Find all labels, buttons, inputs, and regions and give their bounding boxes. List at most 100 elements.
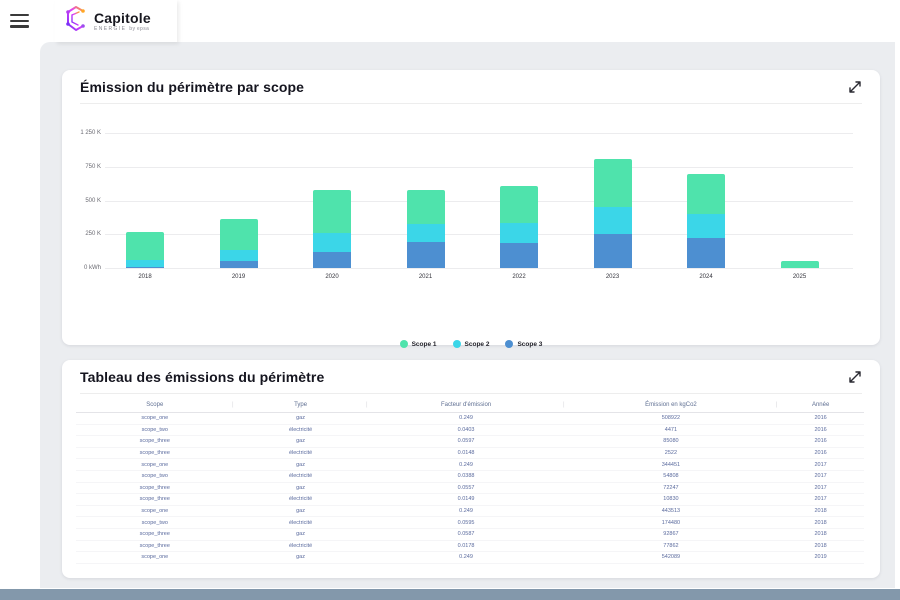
column-header-4[interactable]: Année xyxy=(811,402,830,408)
legend-item-scope-3[interactable]: Scope 3 xyxy=(505,340,542,348)
table-cell: électricité xyxy=(288,426,313,433)
bar-segment-scope-2[interactable] xyxy=(687,214,725,238)
capitole-logo-icon xyxy=(63,4,89,39)
column-header-3[interactable]: Émission en kgCo2 xyxy=(565,402,778,408)
gridline xyxy=(105,234,853,236)
x-axis-tick: 2025 xyxy=(792,274,807,280)
bar-segment-scope-1[interactable] xyxy=(219,218,258,251)
y-axis-tick: 500 K xyxy=(85,197,101,204)
bar-segment-scope-1[interactable] xyxy=(313,190,351,233)
table-cell: scope_one xyxy=(141,415,169,422)
bar-segment-scope-3[interactable] xyxy=(687,237,725,268)
bar-segment-scope-2[interactable] xyxy=(313,232,351,252)
expand-icon[interactable] xyxy=(848,370,862,384)
expand-icon[interactable] xyxy=(848,80,862,94)
table-row[interactable]: scope_three électricité 0.0149 10830 2017 xyxy=(76,494,864,506)
table-row[interactable]: scope_three gaz 0.0557 72247 2017 xyxy=(76,483,864,495)
bar-segment-scope-3[interactable] xyxy=(126,267,164,268)
bar-segment-scope-1[interactable] xyxy=(406,190,445,225)
table-row[interactable]: scope_two électricité 0.0388 54808 2017 xyxy=(76,471,864,483)
table-cell: 2017 xyxy=(814,461,827,468)
table-row[interactable]: scope_one gaz 0.249 542089 2019 xyxy=(76,552,864,564)
table-row[interactable]: scope_one gaz 0.249 344451 2017 xyxy=(76,459,864,471)
legend-dot xyxy=(399,340,408,348)
column-header-2[interactable]: Facteur d'émission xyxy=(368,402,565,408)
table-row[interactable]: scope_three gaz 0.0587 92867 2018 xyxy=(76,529,864,541)
y-axis-tick: 0 kWh xyxy=(83,265,101,271)
bar-segment-scope-2[interactable] xyxy=(500,223,538,244)
bar-segment-scope-2[interactable] xyxy=(126,259,164,268)
chart-legend: Scope 1 Scope 2 Scope 3 xyxy=(62,340,880,348)
table-cell: 4471 xyxy=(664,426,678,433)
table-cell: 0.0388 xyxy=(457,473,475,480)
bar-segment-scope-2[interactable] xyxy=(406,224,445,243)
table-cell: 0.0149 xyxy=(457,496,475,503)
brand-by: by epsa xyxy=(129,25,150,32)
bar-segment-scope-2[interactable] xyxy=(593,206,632,235)
table-cell: 0.0595 xyxy=(457,519,475,526)
table-card-title: Tableau des émissions du périmètre xyxy=(80,368,325,385)
table-cell: scope_three xyxy=(139,484,170,491)
table-row[interactable]: scope_three électricité 0.0178 77862 2018 xyxy=(76,541,864,553)
table-row[interactable]: scope_one gaz 0.249 443513 2018 xyxy=(76,506,864,518)
legend-label: Scope 2 xyxy=(464,340,490,348)
table-row[interactable]: scope_one gaz 0.249 508922 2016 xyxy=(76,413,864,425)
table-cell: électricité xyxy=(288,473,313,480)
table-cell: scope_two xyxy=(141,473,168,480)
table-cell: scope_three xyxy=(139,542,170,549)
bar-2020[interactable] xyxy=(313,190,351,268)
bar-segment-scope-3[interactable] xyxy=(406,242,445,268)
bar-segment-scope-3[interactable] xyxy=(593,234,632,268)
bar-segment-scope-3[interactable] xyxy=(219,260,258,268)
bar-segment-scope-1[interactable] xyxy=(500,185,538,224)
bar-2021[interactable] xyxy=(406,190,445,268)
table-cell: scope_three xyxy=(139,531,170,538)
legend-dot xyxy=(505,340,514,348)
table-cell: 0.249 xyxy=(459,415,473,422)
x-axis-tick: 2019 xyxy=(231,274,246,280)
table-cell: 2016 xyxy=(814,438,827,445)
bar-segment-scope-1[interactable] xyxy=(126,232,164,260)
table-card: Tableau des émissions du périmètre Scope… xyxy=(62,360,880,578)
table-cell: 2016 xyxy=(814,450,827,457)
bar-segment-scope-2[interactable] xyxy=(219,250,258,261)
bar-segment-scope-1[interactable] xyxy=(687,173,725,214)
table-cell: scope_one xyxy=(141,554,169,561)
table-cell: 2018 xyxy=(814,519,827,526)
table-row[interactable]: scope_three électricité 0.0148 2522 2016 xyxy=(76,448,864,460)
legend-label: Scope 1 xyxy=(411,340,437,348)
table-row[interactable]: scope_three gaz 0.0597 85080 2016 xyxy=(76,436,864,448)
x-axis-tick: 2021 xyxy=(418,274,433,280)
legend-item-scope-1[interactable]: Scope 1 xyxy=(399,340,437,348)
table-cell: scope_two xyxy=(141,519,168,526)
table-cell: gaz xyxy=(296,461,305,468)
table-row[interactable]: scope_two électricité 0.0403 4471 2016 xyxy=(76,425,864,437)
bar-2018[interactable] xyxy=(126,232,164,268)
table-cell: gaz xyxy=(296,484,305,491)
bar-segment-scope-3[interactable] xyxy=(313,251,351,268)
table-cell: 54808 xyxy=(663,473,679,480)
column-header-1[interactable]: Type xyxy=(234,402,368,408)
bar-2024[interactable] xyxy=(687,173,725,268)
bar-2023[interactable] xyxy=(593,159,632,268)
table-row[interactable]: scope_two électricité 0.0595 174480 2018 xyxy=(76,517,864,529)
y-axis-tick: 250 K xyxy=(85,231,101,238)
table-cell: scope_one xyxy=(141,508,169,515)
table-cell: 2018 xyxy=(814,508,827,515)
table-cell: 10830 xyxy=(663,496,679,503)
brand-logo[interactable]: Capitole ENERGIE by epsa xyxy=(55,0,177,42)
menu-icon[interactable] xyxy=(10,14,29,28)
column-header-0[interactable]: Scope xyxy=(76,402,234,408)
table-cell: scope_three xyxy=(139,450,170,457)
table-cell: 0.0403 xyxy=(457,426,475,433)
bar-2025[interactable] xyxy=(780,261,819,268)
bar-2022[interactable] xyxy=(500,185,538,268)
brand-sub: ENERGIE xyxy=(94,25,127,32)
bar-segment-scope-3[interactable] xyxy=(500,243,538,268)
legend-item-scope-2[interactable]: Scope 2 xyxy=(452,340,490,348)
bar-segment-scope-1[interactable] xyxy=(593,159,632,207)
bar-2019[interactable] xyxy=(219,218,258,268)
table-cell: scope_three xyxy=(139,496,170,503)
bar-segment-scope-1[interactable] xyxy=(780,261,819,268)
main-panel: Émission du périmètre par scope 1 250 K 7… xyxy=(40,42,895,588)
